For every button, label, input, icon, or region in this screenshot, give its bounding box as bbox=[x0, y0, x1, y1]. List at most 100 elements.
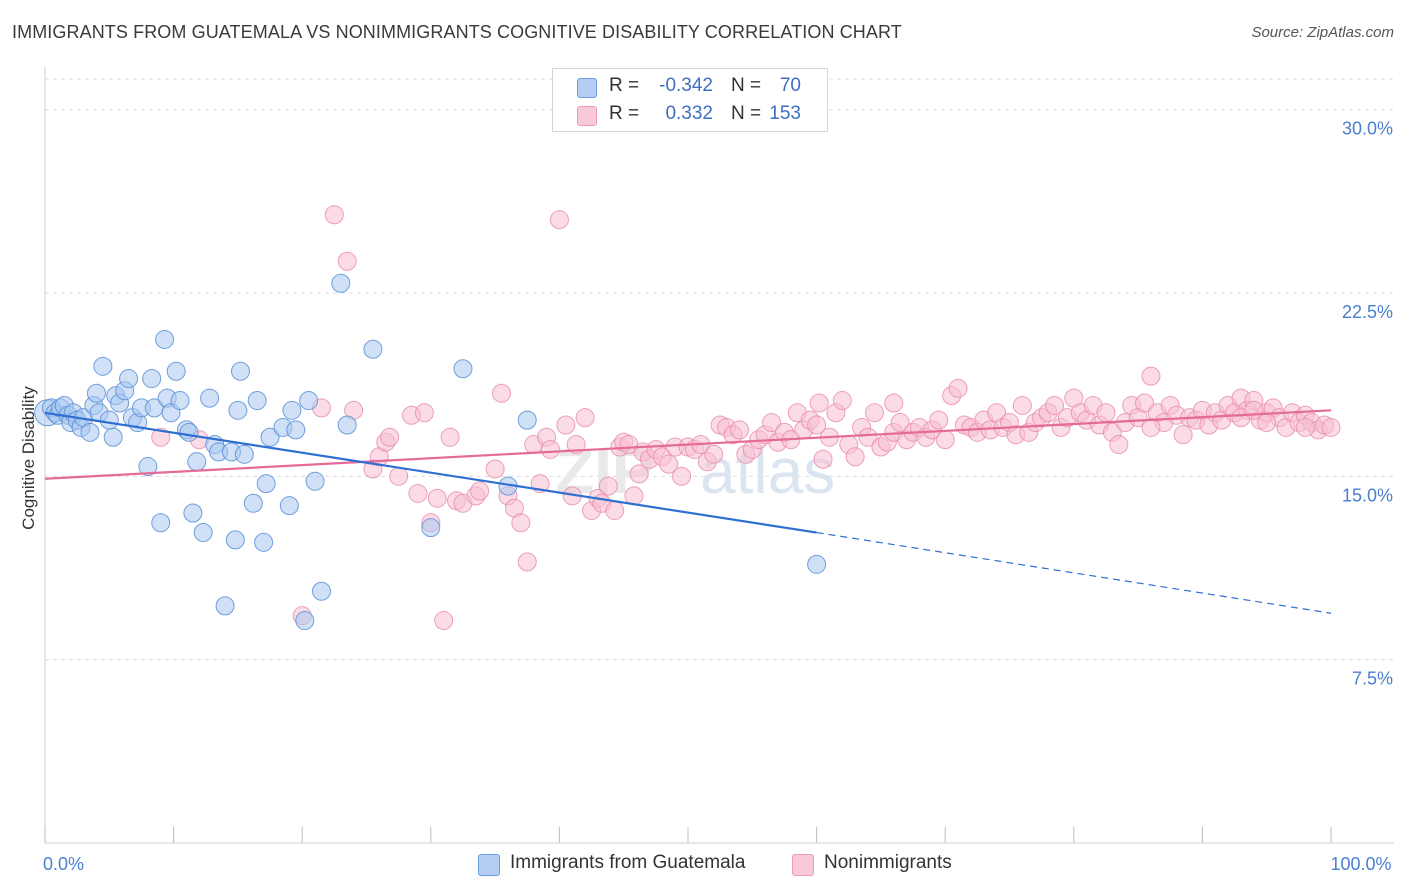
guatemala-point bbox=[247, 391, 267, 411]
nonimmigrants-point bbox=[659, 454, 679, 474]
guatemala-point bbox=[453, 359, 473, 379]
guatemala-point bbox=[183, 503, 203, 523]
legend-label-nonimmigrants: Nonimmigrants bbox=[824, 852, 952, 873]
nonimmigrants-point bbox=[1012, 395, 1032, 415]
guatemala-point bbox=[200, 388, 220, 408]
guatemala-point bbox=[311, 581, 331, 601]
axes bbox=[44, 67, 1394, 844]
guatemala-point bbox=[86, 383, 106, 403]
legend-swatch-guatemala bbox=[577, 78, 597, 98]
nonimmigrants-point bbox=[434, 611, 454, 631]
nonimmigrants-point bbox=[605, 501, 625, 521]
nonimmigrants-point bbox=[566, 435, 586, 455]
trend-line-nonimmigrants bbox=[44, 409, 1332, 480]
guatemala-point bbox=[99, 410, 119, 430]
nonimmigrants-point bbox=[672, 466, 692, 486]
chart-title: IMMIGRANTS FROM GUATEMALA VS NONIMMIGRAN… bbox=[12, 22, 902, 42]
legend-swatch-nonimmigrants bbox=[792, 854, 814, 876]
x-tick-label: 100.0% bbox=[1330, 854, 1391, 874]
guatemala-point bbox=[179, 422, 199, 442]
guatemala-point bbox=[93, 356, 113, 376]
legend-r-value: 0.332 bbox=[665, 103, 713, 124]
tick-labels: 7.5% 15.0% 22.5% 30.0% 0.0% 100.0% bbox=[43, 119, 1393, 874]
guatemala-point bbox=[170, 391, 190, 411]
y-tick-label: 7.5% bbox=[1352, 669, 1393, 689]
nonimmigrants-point bbox=[380, 427, 400, 447]
nonimmigrants-point bbox=[1141, 417, 1161, 437]
nonimmigrants-point bbox=[1173, 425, 1193, 445]
nonimmigrants-point bbox=[540, 439, 560, 459]
nonimmigrants-point bbox=[1045, 395, 1065, 415]
nonimmigrants-point bbox=[1096, 403, 1116, 423]
guatemala-point bbox=[142, 369, 162, 389]
nonimmigrants-point bbox=[440, 427, 460, 447]
nonimmigrants-point bbox=[845, 447, 865, 467]
nonimmigrants-point bbox=[1109, 435, 1129, 455]
guatemala-point bbox=[337, 415, 357, 435]
y-axis-label: Cognitive Disability bbox=[19, 386, 38, 530]
nonimmigrants-point bbox=[858, 427, 878, 447]
nonimmigrants-point bbox=[1141, 366, 1161, 386]
guatemala-point bbox=[517, 410, 537, 430]
nonimmigrants-point bbox=[807, 415, 827, 435]
series-nonimmigrants-points bbox=[151, 205, 1341, 631]
guatemala-point bbox=[279, 496, 299, 516]
nonimmigrants-point bbox=[324, 205, 344, 225]
guatemala-point bbox=[193, 523, 213, 543]
guatemala-point bbox=[151, 513, 171, 533]
nonimmigrants-point bbox=[1135, 393, 1155, 413]
guatemala-point bbox=[187, 452, 207, 472]
legend-stats-row-guatemala: R = -0.342 N = 70 bbox=[553, 73, 827, 101]
nonimmigrants-point bbox=[511, 513, 531, 533]
trend-line-guatemala-extension bbox=[816, 531, 1332, 614]
y-tick-label: 22.5% bbox=[1342, 302, 1393, 322]
legend-r-label: R = bbox=[609, 103, 640, 124]
guatemala-point bbox=[282, 400, 302, 420]
trend-lines bbox=[44, 409, 1332, 614]
guatemala-point bbox=[215, 596, 235, 616]
guatemala-point bbox=[286, 420, 306, 440]
guatemala-point bbox=[230, 361, 250, 381]
source-credit: Source: ZipAtlas.com bbox=[1251, 24, 1394, 41]
series-guatemala-points bbox=[34, 273, 827, 631]
guatemala-point bbox=[166, 361, 186, 381]
nonimmigrants-point bbox=[470, 481, 490, 501]
nonimmigrants-point bbox=[1295, 417, 1315, 437]
nonimmigrants-point bbox=[1321, 417, 1341, 437]
nonimmigrants-point bbox=[884, 393, 904, 413]
nonimmigrants-point bbox=[813, 449, 833, 469]
nonimmigrants-point bbox=[762, 413, 782, 433]
nonimmigrants-point bbox=[389, 466, 409, 486]
legend-n-label: N = bbox=[731, 103, 762, 124]
nonimmigrants-point bbox=[427, 488, 447, 508]
nonimmigrants-point bbox=[598, 476, 618, 496]
nonimmigrants-point bbox=[414, 403, 434, 423]
legend-n-value: 70 bbox=[779, 75, 801, 96]
guatemala-point bbox=[305, 471, 325, 491]
nonimmigrants-point bbox=[929, 410, 949, 430]
guatemala-point bbox=[119, 369, 139, 389]
nonimmigrants-point bbox=[337, 251, 357, 271]
guatemala-point bbox=[807, 554, 827, 574]
nonimmigrants-point bbox=[890, 413, 910, 433]
nonimmigrants-point bbox=[408, 483, 428, 503]
nonimmigrants-point bbox=[948, 378, 968, 398]
x-tick-label: 0.0% bbox=[43, 854, 84, 874]
nonimmigrants-point bbox=[704, 444, 724, 464]
guatemala-point bbox=[260, 427, 280, 447]
guatemala-point bbox=[299, 391, 319, 411]
guatemala-point bbox=[295, 611, 315, 631]
legend-series: Immigrants from Guatemala Nonimmigrants bbox=[0, 851, 1406, 877]
legend-swatch-guatemala bbox=[478, 854, 500, 876]
trend-line-guatemala bbox=[44, 411, 817, 534]
guatemala-point bbox=[331, 273, 351, 293]
nonimmigrants-point bbox=[1257, 413, 1277, 433]
nonimmigrants-point bbox=[492, 383, 512, 403]
y-tick-label: 15.0% bbox=[1342, 485, 1393, 505]
legend-r-label: R = bbox=[609, 75, 640, 96]
nonimmigrants-point bbox=[549, 210, 569, 230]
guatemala-point bbox=[138, 457, 158, 477]
nonimmigrants-point bbox=[729, 420, 749, 440]
nonimmigrants-point bbox=[935, 430, 955, 450]
guatemala-point bbox=[254, 532, 274, 552]
